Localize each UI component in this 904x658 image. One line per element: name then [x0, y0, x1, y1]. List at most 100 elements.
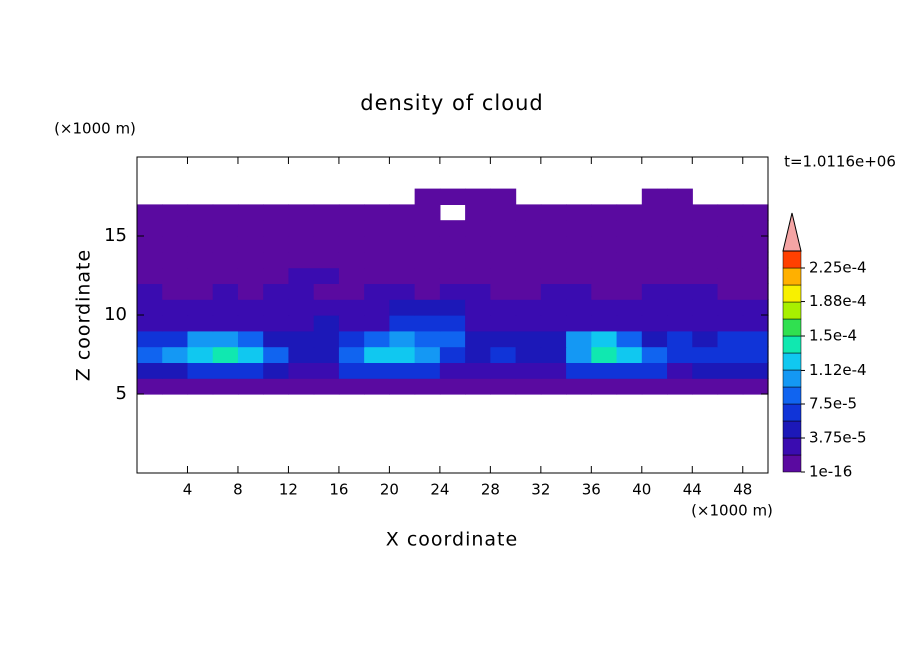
cell: [313, 251, 340, 269]
colorbar-label: 7.5e-5: [809, 395, 857, 413]
cell: [692, 299, 719, 316]
cell: [338, 378, 365, 395]
cell: [414, 346, 441, 363]
cell: [288, 315, 315, 332]
cell: [616, 346, 643, 363]
cell: [364, 378, 390, 395]
cell: [414, 220, 441, 237]
cell: [237, 220, 264, 237]
cell: [313, 283, 340, 300]
chart-title: density of cloud: [360, 91, 543, 115]
cell: [237, 236, 264, 253]
cell: [313, 204, 340, 221]
cell: [414, 330, 441, 348]
cell: [288, 299, 315, 316]
colorbar-band: [782, 284, 802, 303]
cell: [692, 220, 719, 237]
cell: [641, 378, 668, 395]
cell: [667, 315, 693, 332]
cell: [540, 204, 567, 221]
cell: [288, 220, 315, 237]
colorbar-band: [782, 403, 802, 422]
cell: [465, 330, 491, 348]
cell: [263, 220, 290, 237]
cell: [490, 346, 517, 363]
cell: [364, 330, 390, 348]
cell: [364, 315, 390, 332]
cell: [616, 362, 643, 379]
cell: [414, 315, 441, 332]
cell: [414, 236, 441, 253]
cell: [187, 330, 214, 348]
colorbar-band: [782, 335, 802, 354]
cell: [667, 299, 693, 316]
x-tick-label: 20: [380, 481, 399, 499]
cell: [263, 346, 290, 363]
cell: [338, 236, 365, 253]
cell: [389, 251, 416, 269]
cell: [742, 330, 769, 348]
cell: [591, 236, 618, 253]
cell: [263, 283, 290, 300]
cell: [641, 251, 668, 269]
cell: [263, 315, 290, 332]
cell: [187, 315, 214, 332]
cell: [566, 330, 592, 348]
cell: [237, 330, 264, 348]
colorbar-band: [782, 420, 802, 439]
cell: [515, 299, 542, 316]
cell: [288, 330, 315, 348]
cell: [566, 204, 592, 221]
cell: [692, 283, 719, 300]
cell: [490, 299, 517, 316]
cell: [692, 251, 719, 269]
cell: [313, 220, 340, 237]
cell: [717, 330, 744, 348]
cell: [540, 267, 567, 284]
cell: [692, 204, 719, 221]
cell: [137, 315, 163, 332]
cell: [162, 220, 189, 237]
cell: [212, 251, 239, 269]
y-tick-label: 15: [104, 225, 127, 246]
cell: [717, 283, 744, 300]
cell: [742, 236, 769, 253]
cell: [237, 315, 264, 332]
cell: [742, 299, 769, 316]
cell: [641, 267, 668, 284]
cell: [717, 299, 744, 316]
cell: [515, 378, 542, 395]
cell: [540, 362, 567, 379]
colorbar-label: 2.25e-4: [809, 259, 867, 277]
cell: [616, 283, 643, 300]
cell: [338, 267, 365, 284]
cell: [212, 299, 239, 316]
cell: [439, 267, 466, 284]
cell: [591, 220, 618, 237]
cell: [212, 315, 239, 332]
cell: [137, 220, 163, 237]
cell: [137, 236, 163, 253]
x-tick-label: 44: [683, 481, 702, 499]
cell: [288, 378, 315, 395]
y-tick-label: 10: [104, 304, 127, 325]
cell: [389, 236, 416, 253]
cell: [187, 204, 214, 221]
cell: [465, 236, 491, 253]
cell: [364, 299, 390, 316]
cell: [364, 220, 390, 237]
cell: [439, 251, 466, 269]
cell: [313, 378, 340, 395]
cell: [465, 346, 491, 363]
cell: [313, 315, 340, 332]
x-tick-label: 28: [481, 481, 500, 499]
cell: [288, 346, 315, 363]
cell: [439, 188, 466, 205]
cell: [667, 346, 693, 363]
cell: [137, 346, 163, 363]
colorbar-band: [782, 352, 802, 371]
cell: [717, 346, 744, 363]
cell: [616, 251, 643, 269]
cell: [137, 378, 163, 395]
cell: [692, 330, 719, 348]
